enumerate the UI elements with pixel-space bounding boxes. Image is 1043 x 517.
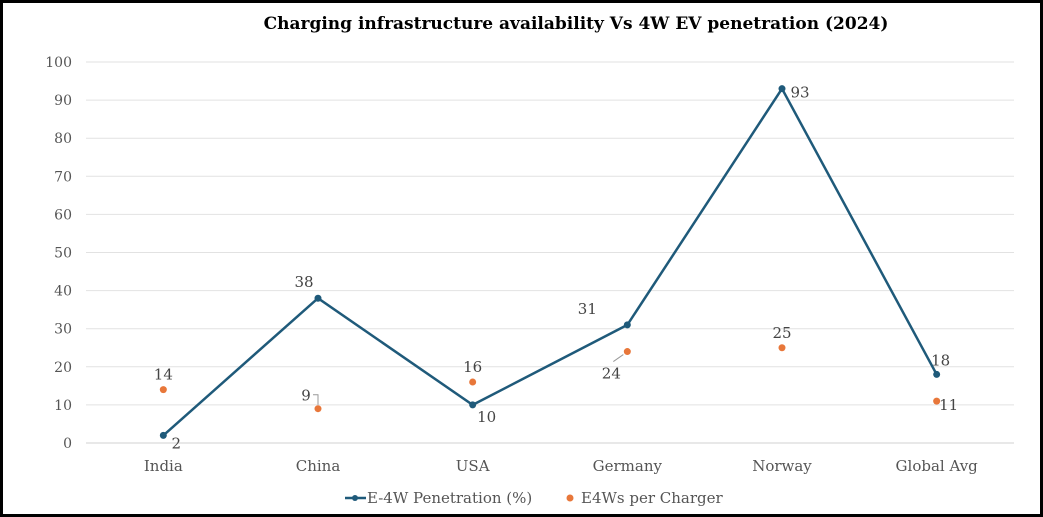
line-data-label: 2 bbox=[172, 434, 182, 452]
y-tick-label: 90 bbox=[54, 93, 72, 109]
scatter-data-label: 14 bbox=[154, 366, 173, 384]
scatter-point bbox=[933, 397, 941, 405]
line-series-penetration bbox=[162, 86, 938, 437]
leader-line bbox=[613, 354, 624, 362]
x-tick-label: China bbox=[296, 457, 341, 475]
scatter-data-label: 11 bbox=[939, 396, 958, 414]
x-tick-label: Norway bbox=[752, 457, 812, 475]
x-tick-label: Global Avg bbox=[896, 457, 979, 475]
line-point bbox=[933, 370, 941, 378]
line-point bbox=[159, 431, 167, 439]
line-data-label: 18 bbox=[931, 351, 950, 369]
scatter-point bbox=[778, 344, 786, 352]
line-point bbox=[469, 401, 477, 409]
y-tick-label: 50 bbox=[54, 246, 72, 262]
scatter-data-label: 25 bbox=[772, 324, 791, 342]
y-tick-label: 70 bbox=[54, 169, 72, 185]
line-point bbox=[623, 321, 631, 329]
scatter-point bbox=[314, 405, 322, 413]
x-tick-label: USA bbox=[456, 457, 490, 475]
x-tick-label: India bbox=[144, 457, 183, 475]
line-point bbox=[314, 294, 322, 302]
legend: E-4W Penetration (%) E4Ws per Charger bbox=[345, 489, 724, 507]
legend-label-per-charger: E4Ws per Charger bbox=[581, 489, 724, 507]
y-tick-label: 60 bbox=[54, 207, 72, 223]
scatter-point bbox=[623, 348, 631, 356]
chart: Charging infrastructure availability Vs … bbox=[45, 14, 1014, 507]
chart-frame: Charging infrastructure availability Vs … bbox=[3, 3, 1040, 514]
chart-title: Charging infrastructure availability Vs … bbox=[264, 14, 889, 34]
y-tick-label: 10 bbox=[54, 398, 72, 414]
y-tick-label: 40 bbox=[54, 284, 72, 300]
legend-line-point bbox=[352, 495, 358, 501]
line-data-label: 31 bbox=[578, 300, 597, 318]
x-tick-label: Germany bbox=[593, 457, 663, 475]
line-point bbox=[778, 85, 786, 93]
y-tick-label: 80 bbox=[54, 131, 72, 147]
legend-label-penetration: E-4W Penetration (%) bbox=[367, 489, 532, 507]
line-data-label: 93 bbox=[790, 84, 809, 102]
y-tick-label: 20 bbox=[54, 360, 72, 376]
scatter-data-label: 24 bbox=[602, 365, 621, 383]
scatter-point bbox=[469, 378, 477, 386]
scatter-data-label: 16 bbox=[463, 358, 482, 376]
line-data-label: 38 bbox=[294, 273, 313, 291]
scatter-data-label: 9 bbox=[301, 387, 311, 405]
y-tick-label: 0 bbox=[63, 436, 72, 452]
scatter-point bbox=[159, 386, 167, 394]
leader-line bbox=[313, 394, 319, 405]
y-tick-label: 30 bbox=[54, 322, 72, 338]
y-tick-label: 100 bbox=[45, 55, 72, 71]
line-data-label: 10 bbox=[477, 408, 496, 426]
legend-scatter-marker bbox=[566, 494, 574, 502]
